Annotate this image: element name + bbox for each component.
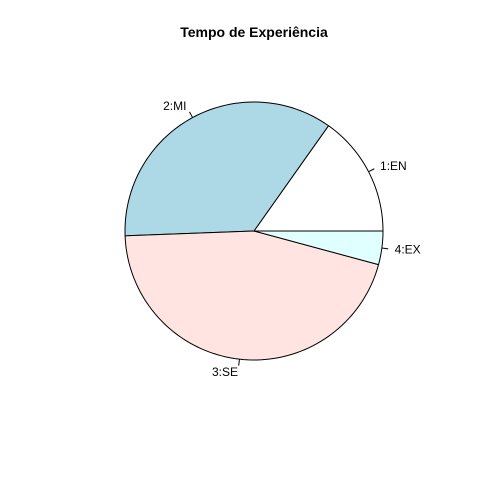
label-tick-3-se <box>238 359 240 366</box>
pie-label-3-se: 3:SE <box>212 365 238 379</box>
pie-label-1-en: 1:EN <box>380 159 407 173</box>
label-tick-1-en <box>368 168 375 173</box>
chart-title: Tempo de Experiência <box>180 24 328 40</box>
pie-label-4-ex: 4:EX <box>395 243 421 257</box>
label-tick-4-ex <box>381 247 389 250</box>
label-tick-2-mi <box>189 111 194 118</box>
pie-label-2-mi: 2:MI <box>163 99 186 113</box>
pie-labels: 1:EN 2:MI 3:SE 4:EX <box>163 99 421 379</box>
pie-slices <box>124 101 384 361</box>
